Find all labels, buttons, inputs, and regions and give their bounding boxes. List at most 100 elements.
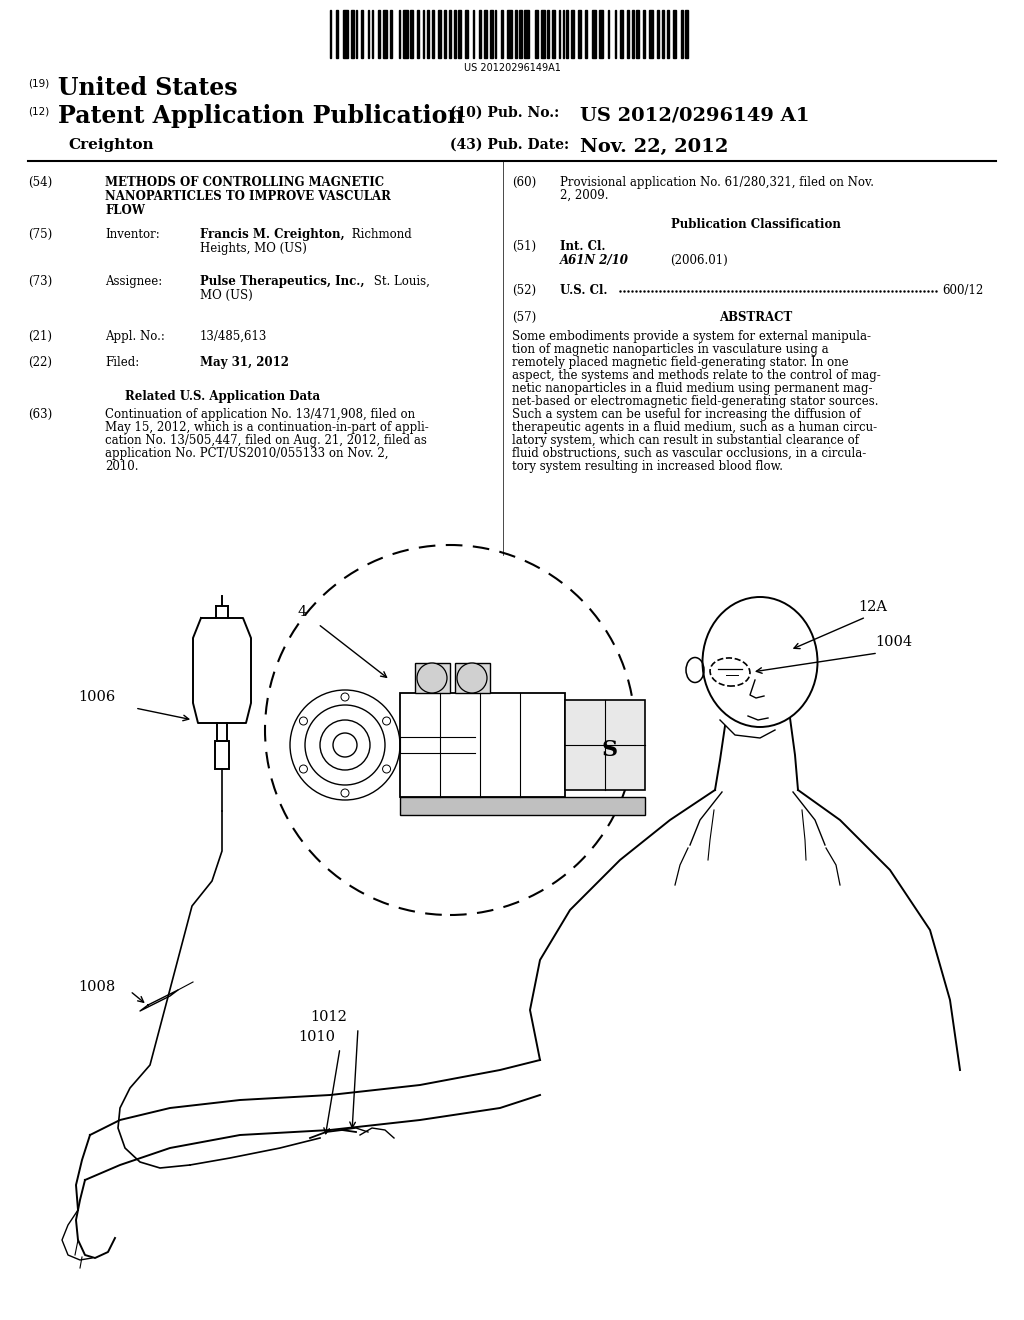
- Circle shape: [457, 663, 487, 693]
- Bar: [685, 11, 687, 58]
- Bar: [438, 11, 441, 58]
- Text: (57): (57): [512, 312, 537, 323]
- Bar: [614, 11, 616, 58]
- Text: (54): (54): [28, 176, 52, 189]
- Text: Nov. 22, 2012: Nov. 22, 2012: [580, 139, 728, 156]
- Bar: [383, 11, 387, 58]
- Text: May 15, 2012, which is a continuation-in-part of appli-: May 15, 2012, which is a continuation-in…: [105, 421, 429, 434]
- Bar: [400, 797, 645, 814]
- Text: Continuation of application No. 13/471,908, filed on: Continuation of application No. 13/471,9…: [105, 408, 415, 421]
- Text: 2, 2009.: 2, 2009.: [560, 189, 608, 202]
- Bar: [620, 11, 623, 58]
- Bar: [465, 11, 468, 58]
- Text: Inventor:: Inventor:: [105, 228, 160, 242]
- Bar: [578, 11, 582, 58]
- Bar: [507, 11, 512, 58]
- Bar: [432, 11, 434, 58]
- Text: remotely placed magnetic field-generating stator. In one: remotely placed magnetic field-generatin…: [512, 356, 849, 370]
- Text: (22): (22): [28, 356, 52, 370]
- Bar: [495, 11, 497, 58]
- Bar: [552, 11, 555, 58]
- Text: 1006: 1006: [78, 690, 116, 704]
- Text: Pulse Therapeutics, Inc.,: Pulse Therapeutics, Inc.,: [200, 275, 365, 288]
- Text: Creighton: Creighton: [68, 139, 154, 152]
- Bar: [649, 11, 653, 58]
- Text: therapeutic agents in a fluid medium, such as a human circu-: therapeutic agents in a fluid medium, su…: [512, 421, 878, 434]
- Bar: [454, 11, 456, 58]
- Bar: [562, 11, 564, 58]
- Bar: [657, 11, 658, 58]
- Bar: [215, 741, 229, 770]
- Bar: [628, 11, 629, 58]
- Text: netic nanoparticles in a fluid medium using permanent mag-: netic nanoparticles in a fluid medium us…: [512, 381, 872, 395]
- Text: May 31, 2012: May 31, 2012: [200, 356, 289, 370]
- Text: Assignee:: Assignee:: [105, 275, 162, 288]
- Text: US 2012/0296149 A1: US 2012/0296149 A1: [580, 106, 810, 124]
- Bar: [378, 11, 380, 58]
- Text: U.S. Cl.: U.S. Cl.: [560, 284, 607, 297]
- Bar: [356, 11, 357, 58]
- Bar: [417, 11, 419, 58]
- Bar: [427, 11, 429, 58]
- Bar: [423, 11, 424, 58]
- Bar: [571, 11, 573, 58]
- Text: (73): (73): [28, 275, 52, 288]
- Text: (21): (21): [28, 330, 52, 343]
- Text: 1012: 1012: [310, 1010, 347, 1024]
- Bar: [410, 11, 413, 58]
- Text: fluid obstructions, such as vascular occlusions, in a circula-: fluid obstructions, such as vascular occ…: [512, 447, 866, 459]
- Text: (2006.01): (2006.01): [670, 253, 728, 267]
- Text: (60): (60): [512, 176, 537, 189]
- Bar: [632, 11, 634, 58]
- Bar: [636, 11, 639, 58]
- Bar: [662, 11, 665, 58]
- Bar: [547, 11, 549, 58]
- Circle shape: [417, 663, 447, 693]
- Text: US 20120296149A1: US 20120296149A1: [464, 63, 560, 73]
- Bar: [403, 11, 408, 58]
- Text: NANOPARTICLES TO IMPROVE VASCULAR: NANOPARTICLES TO IMPROVE VASCULAR: [105, 190, 391, 203]
- Bar: [643, 11, 645, 58]
- Text: FLOW: FLOW: [105, 205, 145, 216]
- Bar: [559, 11, 560, 58]
- Bar: [501, 11, 503, 58]
- Text: Richmond: Richmond: [348, 228, 412, 242]
- Text: Int. Cl.: Int. Cl.: [560, 240, 605, 253]
- Bar: [443, 11, 446, 58]
- Text: (75): (75): [28, 228, 52, 242]
- Text: tory system resulting in increased blood flow.: tory system resulting in increased blood…: [512, 459, 783, 473]
- Text: A61N 2/10: A61N 2/10: [560, 253, 629, 267]
- Bar: [415, 663, 450, 693]
- Text: 600/12: 600/12: [942, 284, 983, 297]
- Text: Francis M. Creighton,: Francis M. Creighton,: [200, 228, 345, 242]
- Text: United States: United States: [58, 77, 238, 100]
- Bar: [667, 11, 670, 58]
- Bar: [608, 11, 609, 58]
- Bar: [478, 11, 481, 58]
- Text: METHODS OF CONTROLLING MAGNETIC: METHODS OF CONTROLLING MAGNETIC: [105, 176, 384, 189]
- Text: (43) Pub. Date:: (43) Pub. Date:: [450, 139, 569, 152]
- Text: St. Louis,: St. Louis,: [370, 275, 430, 288]
- Text: Related U.S. Application Data: Related U.S. Application Data: [125, 389, 321, 403]
- Bar: [535, 11, 538, 58]
- Bar: [459, 11, 461, 58]
- Bar: [490, 11, 493, 58]
- Bar: [372, 11, 373, 58]
- Text: aspect, the systems and methods relate to the control of mag-: aspect, the systems and methods relate t…: [512, 370, 881, 381]
- Bar: [449, 11, 452, 58]
- Text: (52): (52): [512, 284, 537, 297]
- Text: Some embodiments provide a system for external manipula-: Some embodiments provide a system for ex…: [512, 330, 871, 343]
- Bar: [360, 11, 364, 58]
- Bar: [390, 11, 392, 58]
- Text: S: S: [602, 739, 618, 762]
- Text: Publication Classification: Publication Classification: [671, 218, 841, 231]
- Text: MO (US): MO (US): [200, 289, 253, 302]
- Bar: [400, 693, 565, 797]
- Text: latory system, which can result in substantial clearance of: latory system, which can result in subst…: [512, 434, 859, 447]
- Text: application No. PCT/US2010/055133 on Nov. 2,: application No. PCT/US2010/055133 on Nov…: [105, 447, 388, 459]
- Text: 1004: 1004: [874, 635, 912, 649]
- Text: ABSTRACT: ABSTRACT: [720, 312, 793, 323]
- Bar: [599, 11, 603, 58]
- Text: Patent Application Publication: Patent Application Publication: [58, 104, 465, 128]
- Bar: [484, 11, 486, 58]
